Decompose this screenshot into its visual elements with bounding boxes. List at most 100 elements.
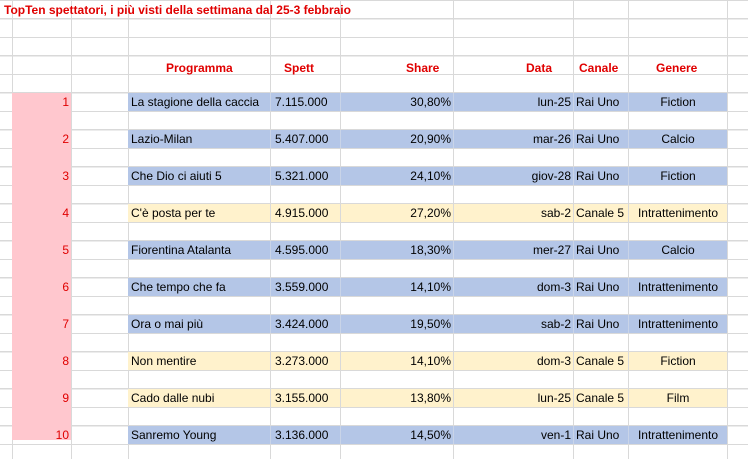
- data-cell[interactable]: sab-2: [540, 206, 571, 220]
- share-cell[interactable]: 24,10%: [410, 169, 451, 183]
- rank-cell[interactable]: 6: [62, 280, 69, 294]
- row-fill: [128, 167, 727, 185]
- rank-cell[interactable]: 9: [62, 391, 69, 405]
- programma-cell[interactable]: Non mentire: [131, 354, 197, 368]
- genere-cell[interactable]: Calcio: [661, 243, 695, 257]
- data-cell[interactable]: ven-1: [540, 428, 571, 442]
- header-programma[interactable]: Programma: [166, 61, 233, 75]
- share-cell[interactable]: 19,50%: [410, 317, 451, 331]
- spett-cell[interactable]: 4.595.000: [275, 243, 329, 257]
- spett-cell[interactable]: 3.136.000: [275, 428, 329, 442]
- header-canale[interactable]: Canale: [579, 61, 619, 75]
- data-cell[interactable]: mar-26: [532, 132, 571, 146]
- table-row: 9 Cado dalle nubi 3.155.000 13,80% lun-25 Can…: [0, 389, 748, 407]
- genere-cell[interactable]: Intrattenimento: [637, 428, 719, 442]
- canale-cell[interactable]: Rai Uno: [576, 317, 620, 331]
- cell-divider: [628, 130, 629, 148]
- sheet-title[interactable]: TopTen spettatori, i più visti della set…: [4, 3, 351, 17]
- canale-cell[interactable]: Canale 5: [576, 206, 625, 220]
- table-row: 6 Che tempo che fa 3.559.000 14,10% dom-3 Rai…: [0, 278, 748, 296]
- programma-cell[interactable]: C'è posta per te: [131, 206, 216, 220]
- grid-row-line: [0, 351, 748, 352]
- data-cell[interactable]: giov-28: [531, 169, 571, 183]
- cell-divider: [453, 352, 454, 370]
- programma-cell[interactable]: Cado dalle nubi: [131, 391, 215, 405]
- grid-row-line: [0, 92, 748, 93]
- data-cell[interactable]: sab-2: [540, 317, 571, 331]
- data-cell[interactable]: lun-25: [537, 391, 571, 405]
- data-cell[interactable]: mer-27: [532, 243, 571, 257]
- rank-cell[interactable]: 2: [62, 132, 69, 146]
- rank-cell[interactable]: 5: [62, 243, 69, 257]
- programma-cell[interactable]: Fiorentina Atalanta: [131, 243, 232, 257]
- grid-row-line: [0, 185, 748, 186]
- cell-divider: [340, 130, 341, 148]
- genere-cell[interactable]: Fiction: [660, 95, 696, 109]
- programma-cell[interactable]: La stagione della caccia: [131, 95, 260, 109]
- header-data[interactable]: Data: [526, 61, 553, 75]
- grid-row-line: [0, 111, 748, 112]
- rank-cell[interactable]: 1: [62, 95, 69, 109]
- row-fill: [128, 241, 727, 259]
- share-cell[interactable]: 14,10%: [410, 280, 451, 294]
- share-cell[interactable]: 13,80%: [410, 391, 451, 405]
- cell-divider: [628, 204, 629, 222]
- programma-cell[interactable]: Che Dio ci aiuti 5: [131, 169, 222, 183]
- grid-row-line: [0, 203, 748, 204]
- grid-row-line: [0, 407, 748, 408]
- rank-cell[interactable]: 3: [62, 169, 69, 183]
- canale-cell[interactable]: Rai Uno: [576, 243, 620, 257]
- header-share[interactable]: Share: [406, 61, 440, 75]
- grid-column-line: [573, 0, 574, 459]
- genere-cell[interactable]: Intrattenimento: [637, 206, 719, 220]
- genere-cell[interactable]: Intrattenimento: [637, 280, 719, 294]
- header-spett[interactable]: Spett: [284, 61, 314, 75]
- rank-cell[interactable]: 4: [62, 206, 69, 220]
- spett-cell[interactable]: 3.155.000: [275, 391, 329, 405]
- genere-cell[interactable]: Film: [666, 391, 690, 405]
- share-cell[interactable]: 27,20%: [410, 206, 451, 220]
- row-fill: [128, 426, 727, 444]
- header-genere[interactable]: Genere: [656, 61, 698, 75]
- rank-cell[interactable]: 10: [55, 428, 69, 442]
- canale-cell[interactable]: Rai Uno: [576, 95, 620, 109]
- spett-cell[interactable]: 3.273.000: [275, 354, 329, 368]
- rank-cell[interactable]: 8: [62, 354, 69, 368]
- canale-cell[interactable]: Rai Uno: [576, 169, 620, 183]
- canale-cell[interactable]: Rai Uno: [576, 132, 620, 146]
- spett-cell[interactable]: 3.559.000: [275, 280, 329, 294]
- rank-cell[interactable]: 7: [62, 317, 69, 331]
- spett-cell[interactable]: 7.115.000: [275, 95, 328, 109]
- data-cell[interactable]: dom-3: [536, 280, 571, 294]
- programma-cell[interactable]: Ora o mai più: [131, 317, 204, 331]
- canale-cell[interactable]: Canale 5: [576, 354, 625, 368]
- grid-row-line: [0, 18, 748, 19]
- canale-cell[interactable]: Canale 5: [576, 391, 625, 405]
- spett-cell[interactable]: 3.424.000: [275, 317, 329, 331]
- share-cell[interactable]: 14,10%: [410, 354, 451, 368]
- grid-row-line: [0, 240, 748, 241]
- canale-cell[interactable]: Rai Uno: [576, 428, 620, 442]
- genere-cell[interactable]: Fiction: [660, 354, 696, 368]
- data-cell[interactable]: lun-25: [537, 95, 571, 109]
- data-cell[interactable]: dom-3: [536, 354, 571, 368]
- programma-cell[interactable]: Sanremo Young: [131, 428, 217, 442]
- genere-cell[interactable]: Fiction: [660, 169, 696, 183]
- genere-cell[interactable]: Calcio: [661, 132, 695, 146]
- spett-cell[interactable]: 5.407.000: [275, 132, 329, 146]
- share-cell[interactable]: 30,80%: [410, 95, 451, 109]
- genere-cell[interactable]: Intrattenimento: [637, 317, 719, 331]
- share-cell[interactable]: 20,90%: [410, 132, 451, 146]
- spett-cell[interactable]: 4.915.000: [275, 206, 329, 220]
- share-cell[interactable]: 18,30%: [410, 243, 451, 257]
- programma-cell[interactable]: Che tempo che fa: [131, 280, 226, 294]
- cell-divider: [340, 278, 341, 296]
- spett-cell[interactable]: 5.321.000: [275, 169, 329, 183]
- canale-cell[interactable]: Rai Uno: [576, 280, 620, 294]
- row-fill: [128, 204, 727, 222]
- grid-row-line: [0, 277, 748, 278]
- programma-cell[interactable]: Lazio-Milan: [131, 132, 193, 146]
- share-cell[interactable]: 14,50%: [410, 428, 451, 442]
- table-row: 10 Sanremo Young 3.136.000 14,50% ven-1 Rai U…: [0, 426, 748, 444]
